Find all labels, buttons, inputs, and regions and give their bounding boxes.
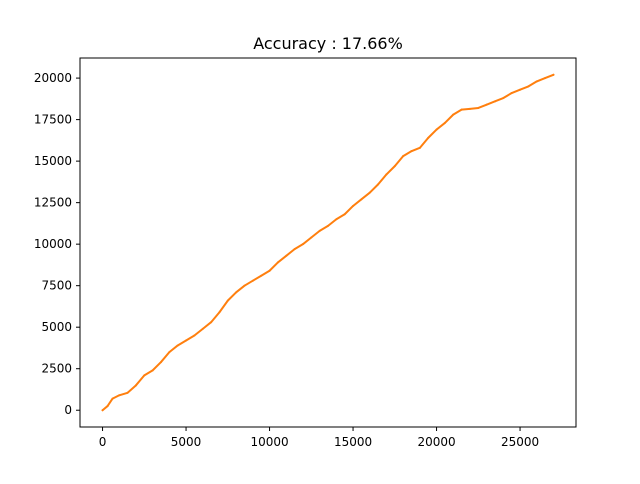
series-point bbox=[185, 339, 188, 342]
series-point bbox=[510, 92, 513, 95]
series-point bbox=[502, 97, 505, 100]
series-point bbox=[106, 405, 109, 408]
series-point bbox=[385, 173, 388, 176]
y-tick-label: 15000 bbox=[34, 154, 72, 168]
series-point bbox=[176, 344, 179, 347]
y-tick-label: 5000 bbox=[41, 320, 72, 334]
x-tick-label: 20000 bbox=[417, 435, 455, 449]
series-point bbox=[201, 327, 204, 330]
series-point bbox=[260, 274, 263, 277]
series-point bbox=[435, 128, 438, 131]
series-point bbox=[285, 254, 288, 257]
series-point bbox=[235, 291, 238, 294]
series-point bbox=[310, 236, 313, 239]
series-point bbox=[468, 107, 471, 110]
y-tick-label: 0 bbox=[64, 403, 72, 417]
y-tick-label: 20000 bbox=[34, 71, 72, 85]
series-point bbox=[544, 77, 547, 80]
series-point bbox=[126, 391, 129, 394]
series-point bbox=[101, 409, 104, 412]
x-tick-label: 25000 bbox=[501, 435, 539, 449]
series-point bbox=[327, 224, 329, 227]
series-point bbox=[159, 361, 162, 364]
x-tick-label: 5000 bbox=[171, 435, 202, 449]
series-point bbox=[527, 85, 530, 88]
series-point bbox=[393, 165, 396, 168]
series-point bbox=[343, 213, 346, 216]
series-point bbox=[251, 279, 254, 282]
x-tick-label: 15000 bbox=[334, 435, 372, 449]
series-point bbox=[134, 384, 137, 387]
series-line bbox=[101, 73, 555, 412]
series-point bbox=[368, 191, 371, 194]
series-point bbox=[218, 311, 221, 314]
plot-frame bbox=[79, 57, 577, 428]
series-point bbox=[111, 397, 114, 400]
series-point bbox=[352, 204, 355, 207]
series-point bbox=[143, 374, 146, 377]
y-tick-label: 12500 bbox=[34, 196, 72, 210]
x-tick-label: 10000 bbox=[250, 435, 288, 449]
y-tick-label: 7500 bbox=[41, 279, 72, 293]
series-point bbox=[210, 321, 213, 324]
series-layer bbox=[101, 73, 555, 412]
series-point bbox=[519, 88, 522, 91]
series-point bbox=[168, 351, 171, 354]
series-point bbox=[243, 284, 246, 287]
series-point bbox=[151, 369, 154, 372]
y-tick-label: 10000 bbox=[34, 237, 72, 251]
x-tick-label: 0 bbox=[99, 435, 107, 449]
y-tick-label: 17500 bbox=[34, 113, 72, 127]
x-axis-ticks: 0 5000 10000 15000 20000 25000 bbox=[99, 427, 539, 449]
series-point bbox=[335, 218, 338, 221]
series-point bbox=[552, 73, 555, 76]
series-point bbox=[193, 334, 196, 337]
series-point bbox=[485, 103, 488, 106]
series-point bbox=[460, 108, 463, 111]
series-point bbox=[301, 243, 304, 246]
series-point bbox=[402, 155, 405, 158]
series-point bbox=[410, 150, 413, 153]
series-point bbox=[494, 100, 497, 103]
series-point bbox=[377, 183, 380, 186]
series-point bbox=[452, 113, 455, 116]
chart-title: Accuracy : 17.66% bbox=[253, 34, 403, 53]
series-point bbox=[268, 269, 271, 272]
series-point bbox=[226, 299, 229, 302]
series-point bbox=[118, 394, 121, 397]
series-point bbox=[360, 198, 363, 201]
series-point bbox=[535, 80, 538, 83]
series-point bbox=[293, 248, 296, 251]
series-point bbox=[418, 146, 421, 149]
y-axis-ticks: 0 2500 5000 7500 10000 12500 15000 17500 20000 bbox=[34, 71, 80, 417]
series-point bbox=[443, 121, 446, 124]
y-tick-label: 2500 bbox=[41, 362, 72, 376]
series-point bbox=[276, 261, 279, 264]
series-point bbox=[427, 136, 430, 139]
series-point bbox=[318, 229, 321, 232]
series-point bbox=[477, 106, 480, 109]
